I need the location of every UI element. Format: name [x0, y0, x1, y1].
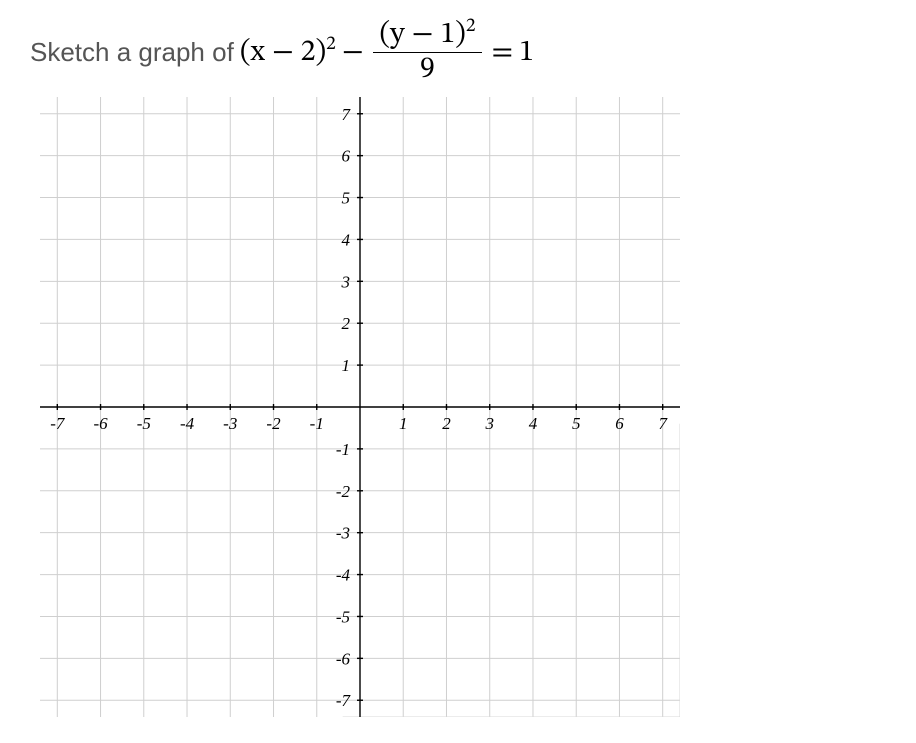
x-axis-label: -2: [266, 414, 281, 433]
lhs-term: (x − 2)2: [240, 34, 336, 72]
y-axis-label: -5: [336, 607, 350, 626]
problem-statement: Sketch a graph of (x − 2)2 − (y − 1)2 9 …: [30, 20, 886, 85]
x-axis-label: 1: [399, 414, 408, 433]
x-axis-label: -3: [223, 414, 237, 433]
x-axis-label: -6: [93, 414, 108, 433]
coordinate-grid: -7 -6 -5 -4 -3 -2 -1 1 2 3 4 5 6 7 -7 -6 -5 -4 -3 -2 -1 1 2 3 4 5…: [40, 97, 680, 717]
y-axis-label: -2: [336, 482, 351, 501]
fraction: (y − 1)2 9: [373, 20, 481, 85]
graph-area: -7 -6 -5 -4 -3 -2 -1 1 2 3 4 5 6 7 -7 -6 -5 -4 -3 -2 -1 1 2 3 4 5…: [40, 97, 886, 722]
y-axis-label: 2: [342, 314, 351, 333]
y-axis-label: 3: [341, 272, 351, 291]
x-axis-label: 3: [484, 414, 494, 433]
equals-sign: =: [492, 34, 514, 72]
y-axis-label: -6: [336, 649, 351, 668]
x-axis-label: 7: [658, 414, 668, 433]
minus-sign: −: [342, 34, 364, 72]
y-axis-label: -1: [336, 440, 350, 459]
x-axis-label: -5: [137, 414, 151, 433]
y-axis-label: 6: [342, 147, 351, 166]
fraction-numerator: (y − 1)2: [373, 20, 481, 53]
y-axis-label: -3: [336, 524, 350, 543]
x-axis-label: 2: [442, 414, 451, 433]
x-axis-label: -7: [50, 414, 66, 433]
y-axis-label: -4: [336, 566, 351, 585]
y-axis-label: -7: [336, 691, 352, 710]
y-axis-label: 5: [342, 189, 351, 208]
y-axis-label: 1: [342, 356, 351, 375]
y-axis-label: 7: [342, 105, 352, 124]
x-axis-label: 4: [529, 414, 538, 433]
x-axis-label: 6: [615, 414, 624, 433]
x-axis-label: -4: [180, 414, 195, 433]
y-axis-label: 4: [342, 230, 351, 249]
x-axis-label: 5: [572, 414, 581, 433]
intro-text: Sketch a graph of: [30, 37, 234, 68]
x-axis-label: -1: [310, 414, 324, 433]
fraction-denominator: 9: [414, 53, 441, 85]
rhs: 1: [519, 34, 534, 72]
